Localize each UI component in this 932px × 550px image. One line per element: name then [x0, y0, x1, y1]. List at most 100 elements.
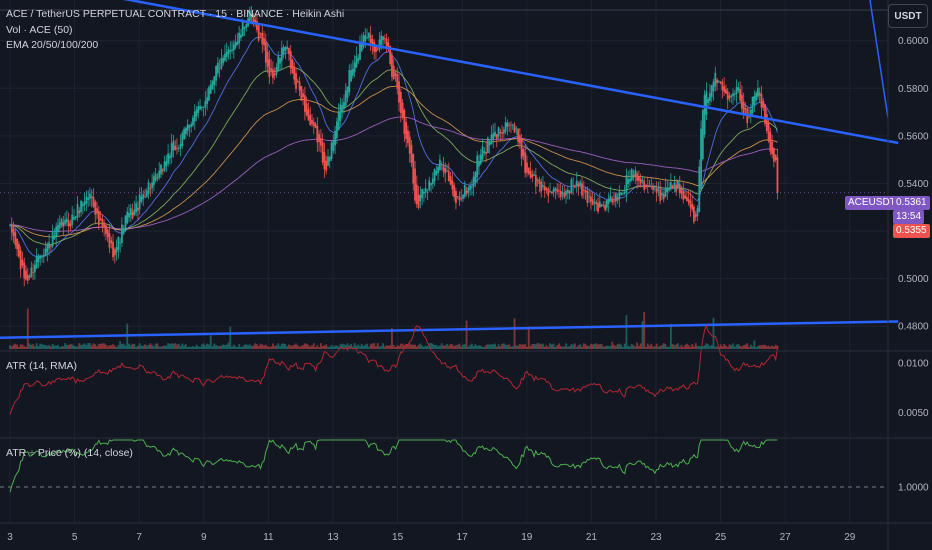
candle-body — [147, 182, 150, 194]
candle-body — [534, 175, 537, 187]
candle-body — [439, 159, 441, 171]
candle-body — [359, 41, 361, 60]
candle-body — [319, 138, 322, 146]
volume-bar — [424, 345, 427, 349]
candle-body — [527, 167, 530, 174]
volume-bar — [447, 345, 450, 349]
volume-bar — [332, 346, 335, 349]
volume-bar — [543, 346, 546, 349]
volume-bar — [657, 346, 660, 349]
volume-bar — [174, 343, 177, 349]
volume-legend[interactable]: Vol · ACE (50) — [6, 24, 73, 36]
candle-body — [707, 98, 710, 104]
candle-body — [419, 195, 422, 202]
volume-bar — [25, 346, 27, 349]
volume-bar — [344, 344, 347, 349]
candle-body — [156, 177, 159, 179]
candle-body — [302, 93, 305, 98]
volume-bar — [103, 343, 106, 349]
candle-body — [165, 161, 168, 166]
volume-bar — [554, 346, 557, 349]
candle-body — [229, 50, 232, 52]
volume-bar — [684, 344, 686, 349]
candle-body — [705, 91, 708, 115]
time-tick-label: 7 — [136, 532, 142, 543]
volume-bar — [465, 320, 468, 349]
candle-body — [350, 70, 352, 82]
candle-body — [216, 62, 219, 74]
candle-body — [650, 186, 653, 188]
candle-body — [606, 199, 608, 208]
volume-bar — [435, 344, 438, 349]
volume-bar — [469, 344, 472, 349]
currency-button[interactable]: USDT — [888, 4, 928, 28]
time-tick-label: 21 — [586, 532, 598, 543]
candle-body — [506, 122, 509, 127]
volume-bar — [618, 343, 621, 349]
candle-body — [431, 178, 434, 185]
candle-body — [469, 185, 472, 190]
candle-body — [412, 153, 415, 184]
candle-body — [325, 160, 328, 171]
trendline-steep[interactable] — [869, 0, 889, 119]
candle-body — [243, 27, 246, 29]
volume-bar — [259, 343, 262, 349]
alt-price-badge: 0.5355 — [893, 224, 930, 238]
candle-body — [366, 37, 368, 39]
volume-bar — [746, 343, 749, 349]
candle-body — [32, 272, 34, 273]
candle-body — [641, 180, 644, 182]
volume-bar — [463, 344, 466, 349]
candle-body — [389, 45, 392, 65]
candle-body — [533, 174, 535, 176]
volume-bar — [46, 345, 49, 349]
trendline-upper[interactable] — [0, 0, 899, 145]
volume-bar — [716, 346, 718, 349]
trendline-lower[interactable] — [0, 320, 899, 339]
candle-body — [652, 186, 654, 191]
candle-body — [69, 223, 72, 227]
volume-bar — [396, 345, 399, 349]
candle-body — [252, 15, 255, 24]
candle-body — [371, 39, 374, 45]
volume-bar — [753, 340, 756, 349]
candle-body — [213, 76, 216, 85]
candle-body — [598, 201, 601, 208]
volume-bar — [200, 344, 203, 349]
volume-bar — [106, 346, 109, 349]
atr-pane-label[interactable]: ATR (14, RMA) — [6, 360, 77, 372]
volume-bar — [367, 346, 370, 349]
candle-body — [373, 41, 376, 52]
candle-body — [417, 194, 420, 208]
candle-body — [465, 190, 468, 194]
candle-body — [367, 32, 370, 38]
volume-bar — [508, 344, 511, 349]
candle-body — [602, 204, 605, 206]
volume-bar — [261, 344, 264, 349]
candle-body — [74, 216, 77, 219]
volume-bar — [565, 343, 567, 349]
candle-body — [678, 184, 681, 194]
candle-body — [117, 236, 120, 250]
volume-bar — [467, 346, 470, 349]
ema-legend[interactable]: EMA 20/50/100/200 — [6, 39, 99, 51]
volume-bar — [90, 345, 93, 349]
candle-body — [616, 197, 619, 201]
trendlines[interactable] — [0, 0, 899, 339]
candle-body — [462, 194, 464, 199]
volume-bar — [760, 345, 763, 349]
candle-body — [357, 58, 360, 62]
volume-bar — [520, 344, 523, 349]
volume-bar — [623, 343, 626, 349]
symbol-title[interactable]: ACE / TetherUS PERPETUAL CONTRACT · 15 ·… — [6, 8, 345, 20]
candle-body — [351, 68, 354, 76]
volume-bar — [222, 344, 225, 349]
candle-body — [661, 192, 663, 196]
candle-body — [332, 139, 335, 151]
candle-body — [318, 134, 321, 142]
volume-bar — [483, 346, 486, 349]
candle-body — [41, 256, 43, 258]
atr-price-pane-label[interactable]: ATR ÷ Price (%) (14, close) — [6, 447, 133, 459]
candle-body — [744, 108, 747, 110]
